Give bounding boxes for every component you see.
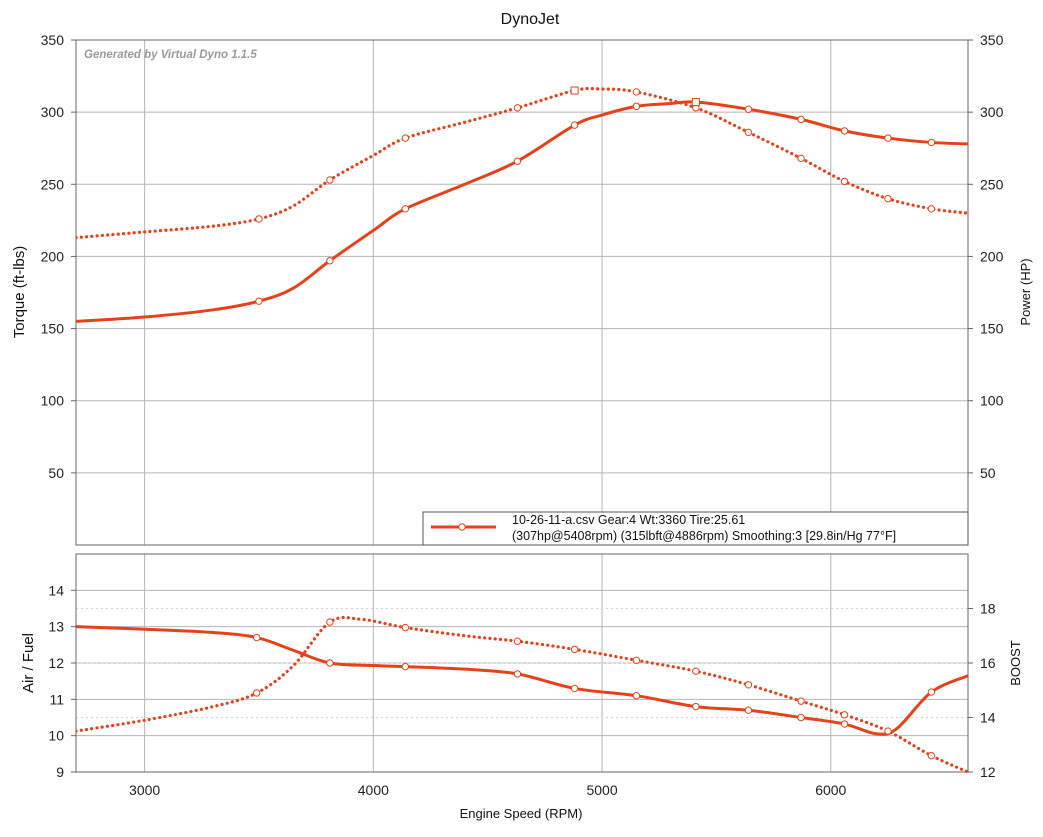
y-axis-label-airfuel: Air / Fuel (20, 633, 37, 693)
y2-tick-label: 250 (980, 176, 1004, 192)
data-point-marker (632, 656, 641, 664)
data-point-marker (326, 618, 334, 626)
x-axis-label: Engine Speed (RPM) (460, 806, 583, 821)
data-point-marker (927, 688, 936, 696)
y2-tick-label: 100 (980, 393, 1004, 409)
data-point-marker (797, 713, 805, 722)
y-tick-label: 11 (49, 691, 64, 707)
data-point-marker (632, 88, 641, 96)
y-tick-label: 13 (48, 619, 64, 635)
peak-marker (570, 86, 579, 95)
data-point-marker (797, 115, 805, 124)
chart-title: DynoJet (501, 11, 560, 28)
data-point-marker (252, 633, 261, 642)
peak-marker (691, 98, 700, 107)
data-point-marker (255, 215, 263, 223)
data-point-marker (401, 205, 410, 213)
x-tick-label: 4000 (358, 782, 389, 798)
data-point-marker (692, 702, 700, 711)
data-point-marker (570, 121, 579, 129)
data-point-marker (927, 138, 936, 147)
y-tick-label: 150 (41, 321, 65, 337)
data-point-marker (797, 697, 805, 705)
y2-tick-label: 16 (980, 655, 996, 671)
data-point-marker (884, 134, 892, 142)
data-point-marker (840, 127, 849, 135)
series-air-fuel (76, 625, 968, 736)
data-point-marker (927, 751, 936, 760)
data-point-marker (632, 102, 641, 111)
data-point-marker (927, 205, 936, 213)
chart-panel-power-torque (71, 39, 973, 546)
data-point-marker (570, 684, 579, 693)
y2-tick-label: 18 (980, 601, 996, 617)
data-point-marker (744, 681, 753, 689)
data-point-marker (632, 692, 641, 700)
data-point-marker (884, 195, 892, 203)
y2-tick-label: 200 (980, 248, 1004, 264)
data-point-marker (570, 645, 579, 654)
y2-tick-label: 50 (980, 465, 996, 481)
data-point-marker (401, 623, 410, 632)
data-point-marker (326, 659, 334, 667)
legend-label-peaks: (307hp@5408rpm) (315lbft@4886rpm) Smooth… (512, 529, 896, 543)
y-tick-label: 100 (41, 393, 65, 409)
data-point-marker (401, 134, 410, 142)
data-point-marker (840, 720, 849, 728)
data-point-marker (884, 727, 892, 735)
y2-tick-label: 12 (980, 764, 996, 780)
data-point-marker (326, 176, 334, 184)
data-point-marker (840, 711, 849, 719)
y2-tick-label: 14 (980, 710, 996, 726)
y-tick-label: 10 (48, 728, 64, 744)
y-tick-label: 250 (41, 176, 65, 192)
y2-tick-label: 150 (980, 321, 1004, 337)
legend-label-file: 10-26-11-a.csv Gear:4 Wt:3360 Tire:25.61 (512, 513, 745, 527)
data-point-marker (255, 297, 263, 305)
data-point-marker (797, 154, 805, 163)
chart-panel-afr-boost (71, 553, 973, 774)
data-point-marker (513, 104, 522, 112)
data-point-marker (252, 689, 261, 697)
x-tick-label: 6000 (815, 782, 846, 798)
y-axis-label-boost: BOOST (1008, 640, 1023, 686)
legend-box (422, 511, 969, 546)
legend-swatch-marker (458, 523, 466, 531)
y-axis-label-power: Power (HP) (1018, 258, 1033, 325)
data-point-marker (326, 257, 334, 265)
y2-tick-label: 300 (980, 104, 1004, 120)
data-point-marker (401, 662, 410, 671)
y2-tick-label: 350 (980, 32, 1004, 48)
y-tick-label: 12 (48, 655, 64, 671)
y-tick-label: 300 (41, 104, 65, 120)
x-tick-label: 3000 (129, 782, 160, 798)
data-point-marker (840, 177, 849, 186)
data-point-marker (513, 637, 522, 645)
plot-area (76, 40, 968, 545)
data-point-marker (692, 667, 700, 675)
y-axis-label-torque: Torque (ft-lbs) (11, 246, 28, 339)
series-boost (76, 615, 968, 774)
data-point-marker (744, 105, 753, 113)
series-line (76, 100, 968, 323)
y-tick-label: 14 (48, 582, 64, 598)
x-tick-label: 5000 (586, 782, 617, 798)
y-tick-label: 350 (41, 32, 65, 48)
watermark-text: Generated by Virtual Dyno 1.1.5 (84, 49, 257, 61)
data-point-marker (513, 670, 522, 678)
data-point-marker (513, 157, 522, 165)
data-point-marker (744, 128, 753, 137)
y-tick-label: 9 (56, 764, 64, 780)
y-tick-label: 200 (41, 248, 65, 264)
y-tick-label: 50 (48, 465, 64, 481)
chart-legend: 10-26-11-a.csv Gear:4 Wt:3360 Tire:25.61… (422, 511, 969, 546)
data-point-marker (744, 706, 753, 714)
